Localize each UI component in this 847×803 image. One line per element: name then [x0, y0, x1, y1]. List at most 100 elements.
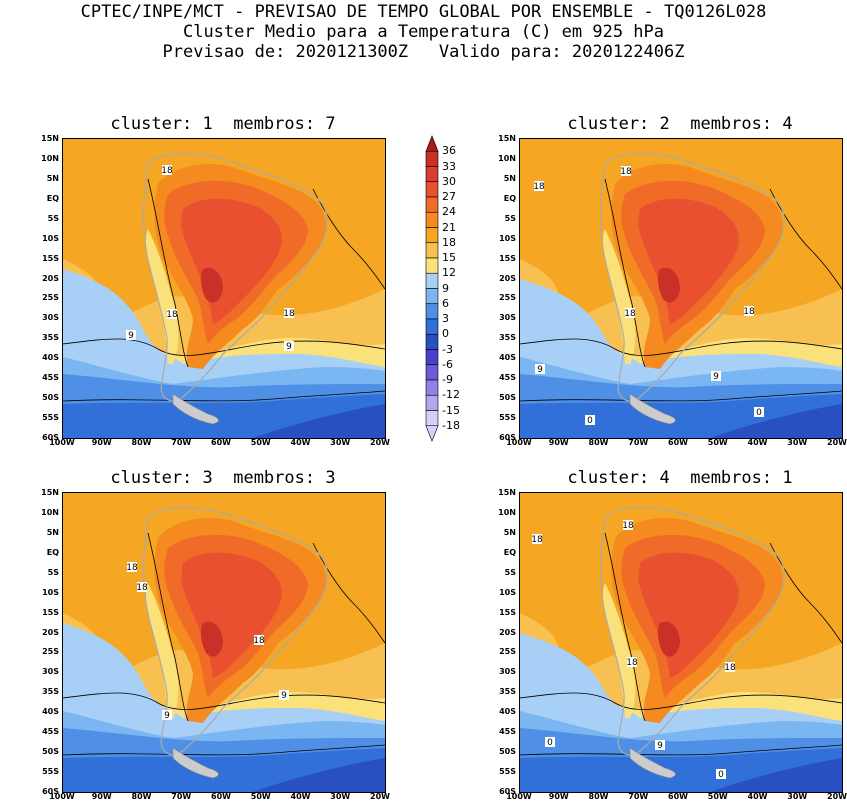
lat-tick-label: 5N — [503, 173, 516, 183]
lat-tick-label: 15S — [42, 253, 59, 263]
colorbar-swatch — [425, 181, 439, 198]
lon-tick-label: 40W — [290, 792, 311, 801]
colorbar-swatch — [425, 166, 439, 183]
lat-tick-label: 45S — [499, 373, 516, 383]
contour-label: 18 — [136, 582, 148, 593]
lat-tick-label: 15N — [498, 488, 516, 497]
lat-tick-label: 30S — [499, 313, 516, 323]
lat-tick-label: 10S — [42, 587, 59, 597]
lat-tick-label: 20S — [42, 627, 59, 637]
colorbar-swatch — [425, 318, 439, 335]
lon-tick-label: 70W — [628, 438, 649, 447]
svg-text:18: 18 — [533, 182, 545, 192]
title-line-2: Cluster Medio para a Temperatura (C) em … — [182, 22, 665, 42]
lon-tick-label: 50W — [250, 438, 271, 447]
colorbar-label: 9 — [442, 281, 449, 295]
lon-tick-label: 40W — [747, 438, 768, 447]
lat-tick-label: 35S — [42, 687, 59, 697]
lon-tick-label: 80W — [588, 438, 609, 447]
lat-tick-label: 25S — [42, 293, 59, 303]
svg-text:9: 9 — [164, 711, 170, 721]
svg-text:9: 9 — [657, 741, 663, 751]
colorbar-swatch — [425, 333, 439, 350]
panel-title: cluster: 1 membros: 7 — [110, 114, 336, 134]
panel-title: cluster: 2 membros: 4 — [567, 114, 793, 134]
lon-tick-label: 70W — [171, 792, 192, 801]
colorbar-label: 6 — [442, 296, 449, 310]
lat-tick-label: 30S — [42, 313, 59, 323]
svg-text:9: 9 — [537, 365, 543, 375]
lat-tick-label: EQ — [503, 193, 516, 203]
colorbar-swatch — [425, 303, 439, 320]
lon-tick-label: 40W — [290, 438, 311, 447]
lat-tick-label: 45S — [499, 727, 516, 737]
lon-tick-label: 80W — [131, 438, 152, 447]
lon-tick-label: 80W — [131, 792, 152, 801]
lon-tick-label: 50W — [707, 792, 728, 801]
colorbar-label: -12 — [442, 388, 460, 402]
colorbar-swatch — [425, 394, 439, 411]
lon-tick-label: 50W — [250, 792, 271, 801]
lat-tick-label: 5S — [504, 567, 516, 577]
contour-label: 18 — [283, 308, 295, 319]
contour-label: 9 — [279, 690, 289, 701]
lat-tick-label: 15S — [499, 607, 516, 617]
contour-label: 18 — [533, 181, 545, 192]
colorbar-label: -9 — [442, 373, 453, 386]
lat-tick-label: 20S — [42, 273, 59, 283]
lat-tick-label: 35S — [42, 333, 59, 343]
panel-title: cluster: 3 membros: 3 — [110, 468, 336, 488]
svg-text:18: 18 — [166, 310, 178, 320]
lon-tick-label: 70W — [171, 438, 192, 447]
lon-tick-label: 60W — [211, 438, 231, 447]
contour-label: 18 — [531, 534, 543, 545]
contour-label: 18 — [622, 520, 634, 531]
contour-label: 18 — [743, 306, 755, 317]
lon-tick-label: 90W — [91, 438, 112, 447]
contour-label: 18 — [724, 662, 736, 673]
lat-tick-label: 5N — [46, 527, 59, 537]
lat-tick-label: 55S — [499, 767, 516, 777]
colorbar-swatch — [425, 425, 439, 442]
lat-tick-label: 55S — [499, 413, 516, 423]
contour-label: 0 — [585, 415, 595, 426]
lon-tick-label: 60W — [668, 792, 688, 801]
lat-tick-label: 60S — [499, 787, 516, 796]
lat-tick-label: 5S — [504, 213, 516, 223]
colorbar-label: 15 — [442, 251, 456, 264]
lat-tick-label: 45S — [42, 727, 59, 737]
lat-tick-label: 10N — [41, 153, 59, 163]
lat-tick-label: EQ — [46, 193, 59, 203]
lon-tick-label: 90W — [548, 792, 569, 801]
lon-tick-label: 100W — [49, 438, 75, 447]
colorbar-label: -3 — [442, 342, 453, 356]
svg-text:0: 0 — [718, 770, 724, 780]
lat-tick-label: 15N — [498, 134, 516, 143]
lon-tick-label: 20W — [370, 792, 390, 801]
colorbar-swatch — [425, 227, 439, 244]
lat-tick-label: 50S — [42, 393, 59, 403]
colorbar-swatch — [425, 135, 439, 152]
lat-tick-label: 10S — [42, 233, 59, 243]
colorbar-label: 27 — [442, 190, 456, 203]
colorbar-label: 18 — [442, 235, 456, 249]
lat-tick-label: 60S — [42, 787, 59, 796]
lon-tick-label: 100W — [49, 792, 75, 801]
lat-tick-label: 20S — [499, 627, 516, 637]
map-panel: 18 18 18 9 9 — [62, 492, 386, 793]
svg-text:0: 0 — [547, 738, 553, 748]
lat-tick-label: 50S — [499, 747, 516, 757]
lat-tick-label: 10S — [499, 587, 516, 597]
lon-tick-label: 20W — [827, 792, 847, 801]
svg-text:18: 18 — [283, 309, 295, 319]
lat-tick-label: 35S — [499, 333, 516, 343]
lat-tick-label: 15S — [42, 607, 59, 617]
svg-text:18: 18 — [136, 583, 148, 593]
contour-label: 9 — [711, 371, 721, 382]
contour-label: 18 — [126, 562, 138, 573]
colorbar-swatch — [425, 211, 439, 228]
colorbar-label: -6 — [442, 357, 453, 371]
svg-text:9: 9 — [713, 372, 719, 382]
colorbar-label: 30 — [442, 174, 456, 188]
lon-tick-label: 30W — [330, 438, 351, 447]
